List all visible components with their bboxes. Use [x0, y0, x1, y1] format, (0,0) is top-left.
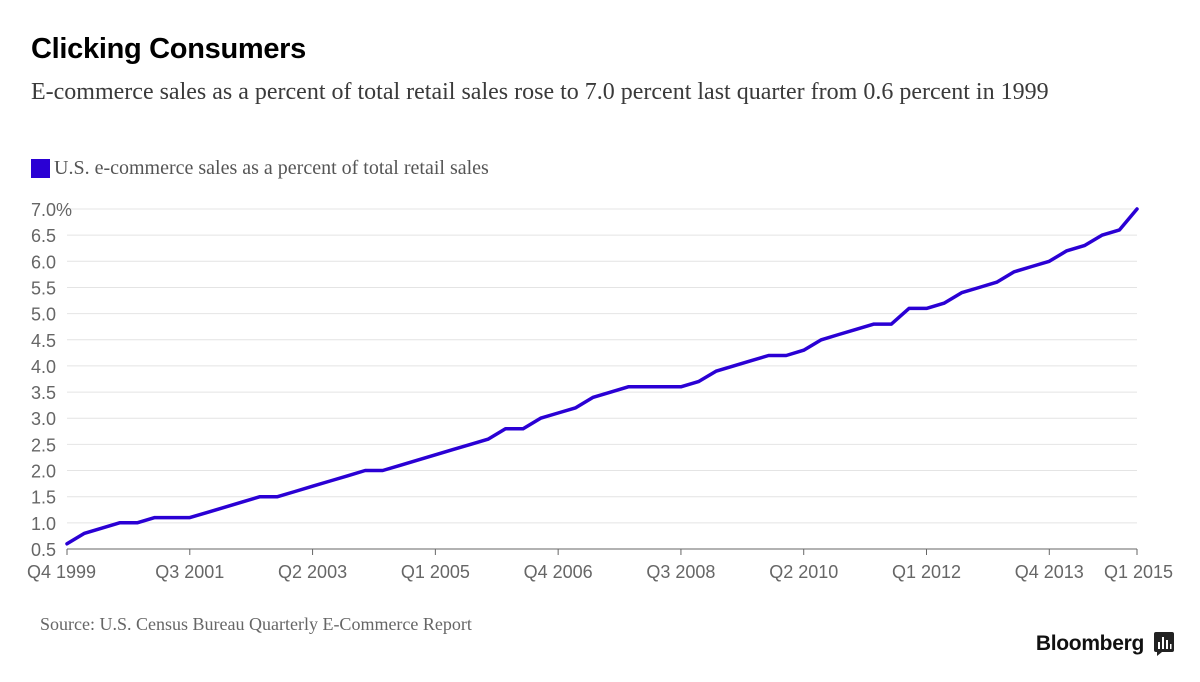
y-tick-label: 5.5	[31, 278, 56, 298]
legend-label: U.S. e-commerce sales as a percent of to…	[54, 157, 489, 179]
bloomberg-logo-icon	[1154, 632, 1174, 656]
legend-swatch	[31, 159, 50, 178]
x-tick-label: Q4 1999	[27, 562, 96, 582]
x-tick-label: Q4 2006	[524, 562, 593, 582]
y-tick-label: 7.0%	[31, 200, 72, 220]
y-tick-label: 5.0	[31, 305, 56, 325]
x-tick-label: Q2 2010	[769, 562, 838, 582]
y-tick-label: 4.5	[31, 331, 56, 351]
chart-title: Clicking Consumers	[31, 33, 306, 65]
x-tick-label: Q2 2003	[278, 562, 347, 582]
y-tick-label: 6.5	[31, 226, 56, 246]
source-note: Source: U.S. Census Bureau Quarterly E-C…	[40, 614, 472, 634]
y-tick-label: 0.5	[31, 540, 56, 560]
x-tick-label: Q3 2008	[646, 562, 715, 582]
x-tick-label: Q4 2013	[1015, 562, 1084, 582]
legend: U.S. e-commerce sales as a percent of to…	[31, 157, 489, 180]
y-tick-label: 3.5	[31, 383, 56, 403]
x-tick-label: Q1 2005	[401, 562, 470, 582]
y-tick-label: 4.0	[31, 357, 56, 377]
chart-subtitle: E-commerce sales as a percent of total r…	[31, 79, 1049, 105]
y-tick-label: 2.5	[31, 435, 56, 455]
y-tick-label: 6.0	[31, 252, 56, 272]
x-tick-label: Q3 2001	[155, 562, 224, 582]
x-tick-label: Q1 2015	[1104, 562, 1173, 582]
y-tick-label: 1.0	[31, 514, 56, 534]
series-line	[65, 207, 1139, 546]
brand-wordmark: Bloomberg	[1035, 632, 1144, 655]
y-tick-label: 2.0	[31, 462, 56, 482]
y-tick-label: 3.0	[31, 409, 56, 429]
y-tick-label: 1.5	[31, 488, 56, 508]
x-tick-label: Q1 2012	[892, 562, 961, 582]
